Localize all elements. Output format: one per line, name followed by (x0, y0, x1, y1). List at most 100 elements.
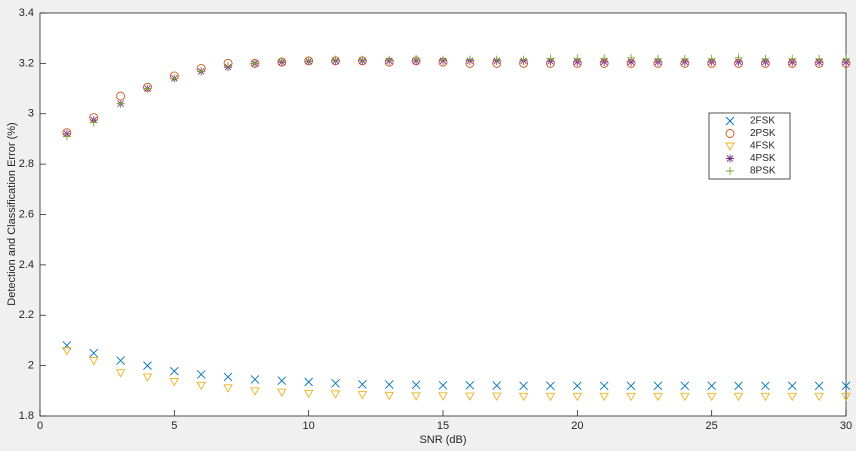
marker (196, 370, 206, 379)
marker (546, 381, 555, 391)
marker (62, 347, 72, 356)
x-tick-label: 15 (437, 420, 449, 432)
marker (384, 391, 395, 401)
marker (411, 380, 421, 390)
marker (760, 58, 770, 68)
marker (62, 132, 71, 141)
marker (385, 55, 394, 64)
marker (439, 55, 447, 64)
marker (761, 381, 770, 391)
marker (465, 392, 475, 402)
marker (412, 54, 421, 63)
marker (492, 381, 502, 390)
marker (518, 392, 529, 402)
plot-area (39, 12, 847, 417)
marker (331, 378, 340, 388)
legend-label: 4FSK (750, 141, 775, 152)
marker (734, 57, 743, 66)
marker (438, 380, 448, 390)
marker (680, 381, 690, 391)
marker (706, 392, 717, 402)
marker (599, 392, 609, 402)
legend (708, 112, 791, 180)
marker (491, 392, 502, 402)
marker (627, 57, 636, 66)
marker (89, 118, 98, 127)
marker (546, 58, 555, 68)
x-tick-label: 5 (171, 420, 177, 432)
marker (331, 55, 340, 64)
marker (519, 58, 529, 68)
marker (787, 381, 797, 391)
marker (224, 61, 233, 70)
y-tick-label: 2.2 (19, 309, 34, 321)
marker (653, 58, 663, 68)
legend-label: 8PSK (750, 166, 776, 177)
x-tick-label: 0 (37, 420, 43, 432)
marker (680, 392, 690, 402)
marker (143, 84, 152, 93)
marker (733, 392, 744, 402)
marker (277, 56, 286, 65)
marker (734, 381, 743, 391)
marker (707, 381, 716, 391)
marker (303, 389, 314, 399)
marker (519, 381, 528, 391)
marker (573, 381, 582, 391)
marker (465, 55, 474, 64)
marker (197, 67, 206, 76)
legend-marker (725, 129, 735, 138)
marker (627, 53, 636, 62)
marker (358, 55, 367, 64)
marker (142, 373, 153, 382)
y-tick-label: 3.4 (19, 7, 34, 19)
marker (170, 366, 179, 376)
marker (600, 54, 609, 63)
marker (653, 381, 663, 391)
marker (492, 58, 502, 68)
marker (223, 58, 233, 68)
marker (492, 55, 501, 64)
marker (545, 392, 556, 402)
x-tick-label: 25 (706, 420, 718, 432)
legend-label: 2PSK (750, 128, 776, 139)
marker (170, 74, 179, 83)
y-tick-label: 2 (28, 360, 34, 372)
marker (223, 384, 233, 393)
marker (465, 380, 475, 390)
legend-label: 4PSK (750, 153, 776, 164)
legend-marker (726, 167, 734, 175)
marker (707, 58, 717, 68)
legend-marker (725, 142, 735, 151)
marker (223, 372, 233, 382)
marker (841, 392, 851, 402)
y-tick-label: 2.6 (19, 208, 34, 220)
legend-label: 2FSK (750, 116, 775, 127)
marker (599, 58, 609, 68)
marker (250, 375, 260, 384)
marker (250, 59, 259, 68)
marker (653, 392, 663, 402)
y-tick-label: 1.8 (19, 410, 34, 422)
marker (250, 387, 260, 396)
legend-marker (725, 116, 735, 126)
marker (115, 369, 126, 378)
marker (519, 55, 528, 64)
marker (680, 54, 689, 63)
marker (814, 392, 824, 402)
marker (358, 379, 367, 389)
marker (304, 56, 313, 65)
marker (626, 381, 636, 391)
marker (599, 381, 609, 391)
y-tick-label: 3 (28, 108, 34, 120)
y-axis-label: Detection and Classification Error (%) (6, 122, 18, 305)
marker (572, 58, 582, 68)
marker (116, 99, 125, 108)
marker (787, 392, 798, 402)
x-tick-label: 30 (840, 420, 852, 432)
marker (841, 381, 851, 391)
x-tick-label: 20 (571, 420, 583, 432)
marker (411, 392, 421, 401)
marker (384, 380, 394, 389)
